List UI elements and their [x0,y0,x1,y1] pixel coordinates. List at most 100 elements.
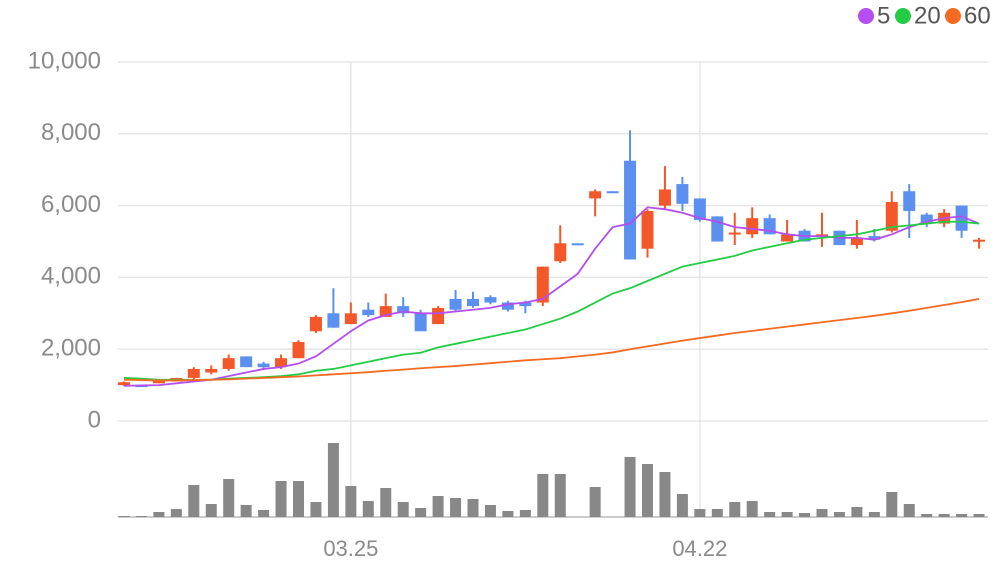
candle-body [327,313,340,328]
volume-bar [205,504,217,517]
volume-bar [502,511,514,517]
volume-bar [327,443,339,517]
volume-bar [956,514,968,517]
volume-bar [415,508,427,517]
volume-bar [589,487,601,517]
candle-body [903,191,916,211]
volume-bar [432,496,444,517]
candle-body [152,379,165,384]
x-tick-label: 04.22 [672,536,727,561]
y-tick-label: 6,000 [41,191,101,218]
candle-body [781,234,794,242]
ma-line [123,220,980,381]
candle-body [379,306,392,317]
candle-body [920,214,933,224]
candle-body [222,358,235,369]
volume-bar [310,502,322,517]
candle-body [606,191,619,194]
y-tick-label: 10,000 [28,47,101,74]
candle-body [554,243,567,262]
volume-bar [833,512,845,517]
volume-bar [868,512,880,517]
volume-bar [816,509,828,517]
candle-body [449,298,462,310]
volume-bar [188,485,200,517]
volume-bar [467,499,479,517]
volume-bar [781,512,793,517]
y-tick-label: 4,000 [41,263,101,290]
x-tick-label: 03.25 [323,536,378,561]
candle-body [309,316,322,332]
volume-bar [362,501,374,517]
volume-bar [537,474,549,517]
candle-body [885,202,898,231]
candle-body [118,382,130,386]
legend-marker [895,8,911,24]
ma-line [123,206,980,387]
candle-body [624,160,637,260]
volume-bar [886,492,898,517]
volume-bar [659,472,671,517]
candle-body [746,218,759,235]
candle-body [571,243,584,246]
volume-bar [397,502,409,517]
candle-body [973,239,986,242]
legend-marker [945,8,961,24]
candle-body [728,232,741,235]
volume-bar [484,505,496,517]
candle-body [344,313,357,325]
volume-bar [711,509,723,517]
volume-bar [275,481,287,517]
volume-bar [973,514,985,517]
volume-bar [921,514,933,517]
volume-bar [729,502,741,517]
candle-body [397,306,410,314]
volume-bar [624,457,636,517]
candle-body [292,342,305,359]
candle-body [467,298,479,307]
volume-bar [938,514,950,517]
y-tick-label: 2,000 [41,335,101,362]
y-tick-label: 8,000 [41,119,101,146]
candle-body [868,236,881,240]
volume-bar [519,510,531,517]
volume-bar [135,516,147,517]
candle-body [676,184,689,204]
volume-bar [764,512,776,517]
candle-body [955,205,968,231]
candle-body [484,297,497,303]
legend-marker [858,8,874,24]
candle-body [275,358,288,368]
candle-body [414,313,427,332]
candle-body [589,191,602,199]
volume-bar [223,479,235,517]
volume-bar [554,474,566,517]
volume-bar [851,507,863,517]
volume-bar [903,504,915,517]
volume-bar [380,488,392,517]
volume-bar [676,494,688,517]
ma-line [123,298,980,382]
candle-body [658,189,671,206]
volume-bar [450,498,462,517]
volume-bar [345,486,357,517]
candle-body [850,237,863,246]
legend-label: 60 [964,2,991,29]
volume-bar [258,510,270,517]
volume-bar [694,509,706,517]
volume-bar [293,481,304,517]
candle-body [205,368,218,373]
volume-bar [153,512,165,517]
candle-body [187,368,200,378]
candle-body [362,309,375,316]
volume-bar [746,501,758,517]
volume-bar [240,505,252,517]
y-tick-label: 0 [88,406,101,433]
candle-body [240,356,253,368]
candle-body [641,210,654,249]
candle-body [501,302,514,310]
volume-bar [118,516,130,517]
candle-body [257,363,270,368]
candle-body [519,302,532,307]
